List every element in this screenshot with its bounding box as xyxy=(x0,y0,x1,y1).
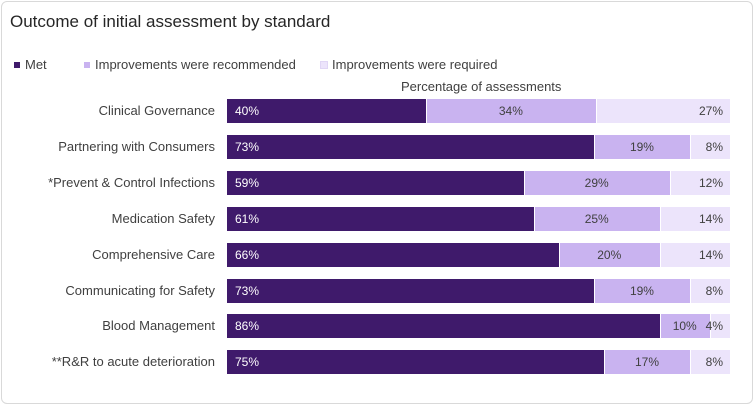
category-label: Partnering with Consumers xyxy=(58,138,215,154)
x-axis-title: Percentage of assessments xyxy=(401,79,562,94)
bar-segment-met xyxy=(227,99,427,123)
bar-segment-required xyxy=(669,170,730,195)
bar-segment-recommended xyxy=(533,206,660,231)
legend-swatch-met xyxy=(14,61,20,68)
data-label-recommended: 20% xyxy=(597,247,622,262)
bar-segment-recommended xyxy=(594,278,690,303)
legend-label-required: Improvements were required xyxy=(332,57,498,72)
bar-segment-met xyxy=(227,242,559,267)
data-label-recommended: 25% xyxy=(584,211,609,226)
bar-segment-met xyxy=(227,170,524,195)
bar-segment-met xyxy=(227,314,660,339)
data-label-recommended: 34% xyxy=(498,104,523,118)
category-label: Communicating for Safety xyxy=(65,282,215,298)
bar-segment-met xyxy=(227,278,595,303)
legend-swatch-required xyxy=(320,60,328,69)
data-label-met: 59% xyxy=(235,175,260,190)
data-label-required: 8% xyxy=(705,355,723,370)
bar-segment-required xyxy=(689,134,730,159)
data-label-recommended: 19% xyxy=(629,139,654,154)
data-label-recommended: 10% xyxy=(672,319,697,334)
legend-item-met: Met xyxy=(14,57,47,72)
legend-item-required: Improvements were required xyxy=(320,57,498,72)
legend-label-recommended: Improvements were recommended xyxy=(95,57,296,72)
bar-segment-recommended xyxy=(659,314,710,339)
data-label-met: 73% xyxy=(235,283,260,298)
data-label-required: 8% xyxy=(705,283,723,298)
legend-swatch-recommended xyxy=(84,61,90,68)
legend-label-met: Met xyxy=(25,57,47,72)
data-label-met: 86% xyxy=(235,319,260,334)
data-label-required: 12% xyxy=(698,175,723,190)
bar-segment-recommended xyxy=(594,134,690,159)
bar-segment-recommended xyxy=(604,350,690,375)
data-label-required: 8% xyxy=(705,139,723,154)
data-label-required: 27% xyxy=(698,104,723,118)
data-label-required: 14% xyxy=(698,247,723,262)
category-label: Blood Management xyxy=(102,318,215,334)
bar-segment-recommended xyxy=(558,242,660,267)
bar-segment-required xyxy=(659,206,730,231)
data-label-required: 14% xyxy=(698,211,723,226)
bar-segment-required xyxy=(689,278,730,303)
bar-segment-required xyxy=(689,350,730,375)
bar-segment-recommended xyxy=(426,99,596,123)
data-label-recommended: 29% xyxy=(584,175,609,190)
category-label: Clinical Governance xyxy=(98,103,215,118)
data-label-met: 40% xyxy=(235,104,260,118)
data-label-recommended: 19% xyxy=(629,283,654,298)
data-label-recommended: 17% xyxy=(634,355,660,370)
category-label: Medication Safety xyxy=(111,210,215,226)
legend-item-recommended: Improvements were recommended xyxy=(84,57,296,72)
bar-segment-met xyxy=(227,350,605,375)
category-label: *Prevent & Control Infections xyxy=(48,174,215,190)
category-label: **R&R to acute deterioration xyxy=(51,354,215,370)
data-label-met: 66% xyxy=(235,247,260,262)
bar-segment-met xyxy=(227,134,595,159)
category-label: Comprehensive Care xyxy=(92,246,215,262)
bar-segment-recommended xyxy=(523,170,670,195)
bar-segment-required xyxy=(709,314,730,339)
data-label-met: 75% xyxy=(235,355,260,370)
data-label-met: 61% xyxy=(235,211,260,226)
chart-title: Outcome of initial assessment by standar… xyxy=(10,12,331,31)
data-label-required: 4% xyxy=(705,319,723,334)
bar-segment-required xyxy=(659,242,730,267)
data-label-met: 73% xyxy=(235,139,260,154)
bar-segment-required xyxy=(595,99,730,123)
bar-segment-met xyxy=(227,206,534,231)
